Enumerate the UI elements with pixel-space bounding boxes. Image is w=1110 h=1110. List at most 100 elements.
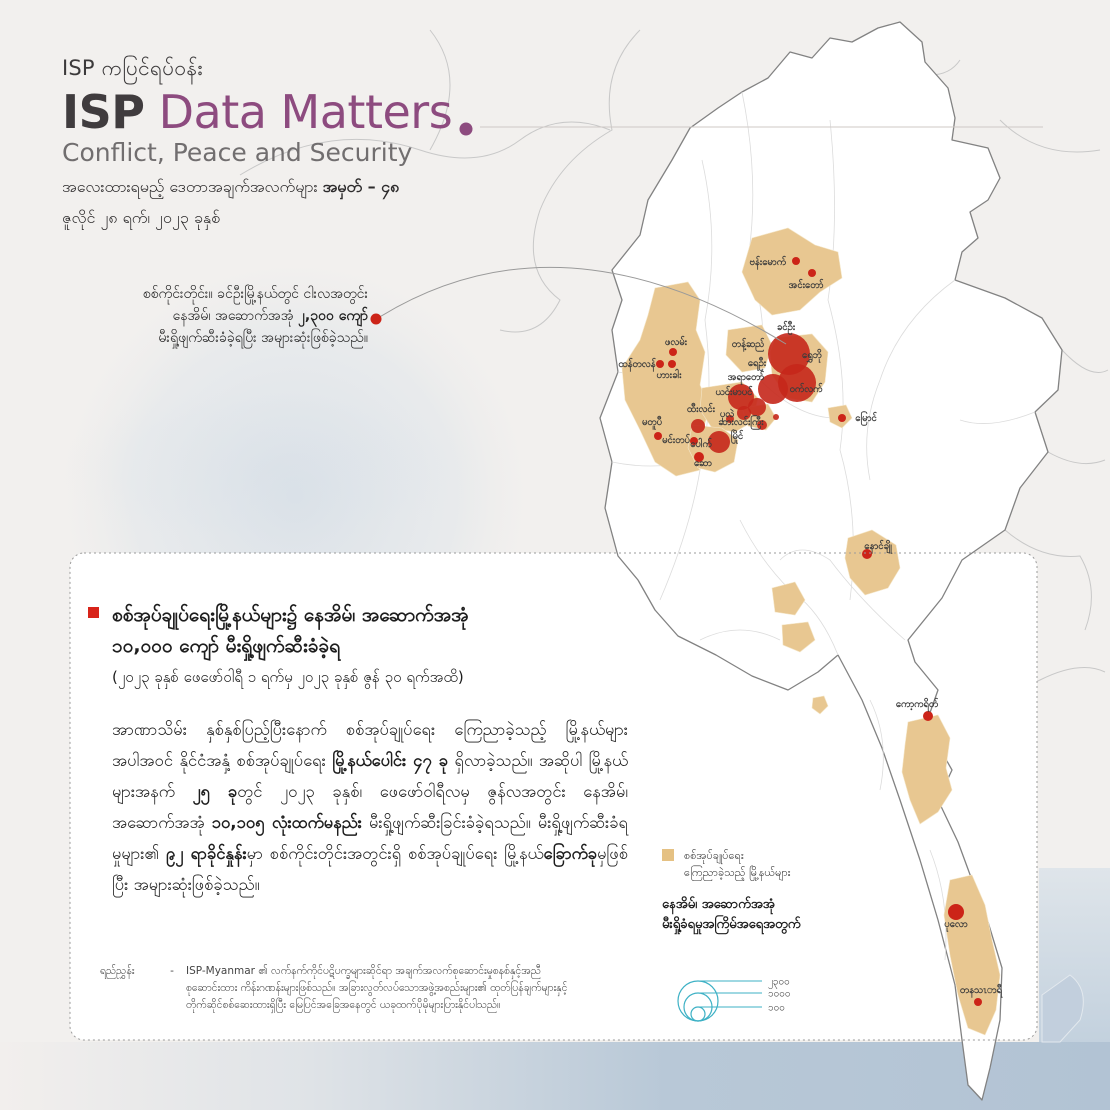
text-run: ရှိလာခဲ့သည်။ အဆိုပါ မြို့နယ်များအနက် xyxy=(112,751,629,801)
burn-count-circle xyxy=(737,406,751,420)
series-line: အလေးထားရမည့် ဒေတာအချက်အလက်များ အမှတ် – ၄… xyxy=(62,176,622,200)
kicker-text: ISP ကပြင်ရပ်ဝန်း xyxy=(62,56,203,80)
highlight-figure: ၂,၃၀၀ ကျော် xyxy=(298,308,368,324)
town-label: မတူပီ xyxy=(642,417,662,430)
town-label: ယင်းမာပင် xyxy=(716,387,754,398)
town-label: ထီးလင်း xyxy=(687,404,716,415)
text-run: မှဖြစ်ပြီး အများဆုံးဖြစ်ခဲ့သည်။ xyxy=(112,844,628,894)
town-dot xyxy=(862,549,872,559)
callout-content: စစ်အုပ်ချုပ်ရေးမြို့နယ်များ၌ နေအိမ်၊ အဆေ… xyxy=(88,600,633,900)
subtitle: Conflict, Peace and Security xyxy=(62,138,413,167)
town-label: ဗန်းမောက် xyxy=(749,257,786,270)
annotation-connector-line xyxy=(377,266,787,345)
burn-count-circle xyxy=(757,420,767,430)
annotation-callout: စစ်ကိုင်းတိုင်း။ ခင်ဦးမြို့နယ်တွင် ငါးလအ… xyxy=(116,283,368,349)
callout-period: (၂၀၂၃ ခုနှစ် ဖေဖော်ဝါရီ ၁ ရက်မှ ၂၀၂၃ ခုန… xyxy=(112,668,464,686)
scale-value: ၁၀၀ xyxy=(768,1003,785,1014)
town-dot xyxy=(808,269,816,277)
callout-headline: စစ်အုပ်ချုပ်ရေးမြို့နယ်များ၌ နေအိမ်၊ အဆေ… xyxy=(112,604,469,657)
town-label: မင်းတပ် xyxy=(662,435,690,446)
town-label: ဝက်လက် xyxy=(790,384,823,395)
series-number: အမှတ် – ၄၈ xyxy=(322,177,400,196)
text-run: အာဏာသိမ်း နှစ်နှစ်ပြည့်ပြီးနောက် စစ်အုပ်… xyxy=(112,720,628,770)
scale-circle xyxy=(690,1006,706,1022)
town-dot xyxy=(694,452,704,462)
legend: စစ်အုပ်ချုပ်ရေး ကြေညာခဲ့သည့် မြို့နယ်မျာ… xyxy=(662,847,862,1034)
callout-body: အာဏာသိမ်း နှစ်နှစ်ပြည့်ပြီးနောက် စစ်အုပ်… xyxy=(112,714,628,900)
highlight-figure: ခြောက်ခု xyxy=(543,844,598,863)
red-bullet-square xyxy=(88,607,99,618)
town-dots-layer xyxy=(654,257,982,1006)
text-run: မီးရှို့ဖျက်ဆီးခံခဲ့ရပြီး အများဆုံးဖြစ်ခ… xyxy=(158,330,368,346)
town-label: ကော့ကရိတ် xyxy=(896,699,939,712)
burn-count-circle xyxy=(691,419,705,433)
date-line: ဇူလိုင် ၂၈ ရက်၊ ၂၀၂၃ ခုနှစ် xyxy=(62,208,221,227)
town-label: ရွှေဘို xyxy=(802,350,822,363)
town-label: ဟားခါး xyxy=(656,370,682,381)
burn-count-circle xyxy=(748,398,766,416)
burn-count-circle xyxy=(708,431,730,453)
header: ISP ကပြင်ရပ်ဝန်း ISP Data Matters Confli… xyxy=(62,55,622,231)
text-run: မီးရှို့ဖျက်ဆီးခြင်းခံခဲ့ရသည်။ မီးရှို့ဖ… xyxy=(112,813,628,863)
annotation-dot xyxy=(370,313,382,325)
highlight-figure: ၉၂ ရာခိုင်နှုန်း xyxy=(165,844,247,863)
bay-shading-2 xyxy=(60,380,480,555)
town-dot xyxy=(668,360,676,368)
title-isp: ISP xyxy=(62,85,145,139)
town-label: ဆားလင်းကြီး xyxy=(718,416,764,430)
town-dot xyxy=(923,711,933,721)
burn-count-circle xyxy=(773,414,779,420)
andaman-sea xyxy=(0,1042,1110,1110)
scale-legend-title: နေအိမ်၊ အဆောက်အအုံ မီးရှို့ခံရမှုအကြိမ်အ… xyxy=(662,897,801,932)
highlight-figure: ၂၅ ခု xyxy=(192,782,238,801)
town-label: နောင်ချို xyxy=(864,541,892,554)
town-label: မြောင် xyxy=(855,412,877,426)
scale-value: ၁၀၀၀ xyxy=(768,989,791,1000)
burn-count-circle xyxy=(758,374,788,404)
burn-count-circle xyxy=(728,384,754,410)
town-label: ဖလမ်း xyxy=(665,337,688,348)
footnote: ရည်ညွှန်း - ISP-Myanmar ၏ လက်နက်ကိုင်ပဋိ… xyxy=(100,963,578,1014)
footnote-dash: - xyxy=(170,965,174,977)
highlight-figure: ၁၀,၁၀၅ လုံးထက်မနည်း xyxy=(211,813,362,832)
callout-box-border xyxy=(69,552,1038,1041)
town-dot xyxy=(656,360,664,368)
series-text: အလေးထားရမည့် ဒေတာအချက်အလက်များ xyxy=(62,177,323,196)
town-label: ရေဦး xyxy=(748,358,767,371)
town-label: ထန်တလန် xyxy=(618,359,656,372)
town-label: အရာတော် xyxy=(728,372,765,385)
town-dot xyxy=(974,998,982,1006)
town-label: ပုလဲ xyxy=(720,409,734,422)
town-dot xyxy=(838,414,846,422)
neighbor-borders xyxy=(239,29,1109,694)
town-label: ခင်ဦး xyxy=(777,322,796,335)
title-data-matters: Data Matters xyxy=(144,85,453,139)
town-label: အင်းတော် xyxy=(789,280,824,291)
town-label: ဆော xyxy=(694,458,712,469)
scale-value: ၂၃၀၀ xyxy=(768,977,790,990)
town-labels-layer: ဗန်းမောက်အင်းတော်ခင်ဦးတန့်ဆည်ရေဦး ရွှေဘို… xyxy=(618,257,1002,998)
text-run: စစ်ကိုင်းတိုင်း။ ခင်ဦးမြို့နယ်တွင် ငါးလအ… xyxy=(142,286,368,324)
town-label: မြိုင် xyxy=(731,430,744,444)
township-legend-label: စစ်အုပ်ချုပ်ရေး ကြေညာခဲ့သည့် မြို့နယ်မျာ… xyxy=(684,849,791,879)
town-label: တန့်ဆည် xyxy=(732,339,765,352)
township-legend-swatch xyxy=(662,849,674,861)
thailand-land-patch xyxy=(1041,974,1084,1043)
text-run: မှာ စစ်ကိုင်းတိုင်းအတွင်းရှိ စစ်အုပ်ချုပ… xyxy=(246,844,544,863)
title-accent-dot xyxy=(459,122,473,136)
footnote-label: ရည်ညွှန်း xyxy=(100,965,135,977)
footnote-text: ISP-Myanmar ၏ လက်နက်ကိုင်ပဋိပက္ခများဆိုင… xyxy=(186,965,568,1011)
burn-circles-layer xyxy=(691,333,816,453)
town-dot xyxy=(792,257,800,265)
town-dot xyxy=(654,432,662,440)
town-label: ပေါက် xyxy=(690,439,712,450)
town-dot xyxy=(948,904,964,920)
town-label: ပုလော xyxy=(944,919,967,932)
burn-count-circle xyxy=(726,415,734,423)
town-label: တနသၤာရီ xyxy=(960,985,1003,998)
text-run: တွင် ၂၀၂၃ ခုနှစ်၊ ဖေဖော်ဝါရီလမှ ဇွန်လအတွ… xyxy=(112,782,628,832)
page-title: ISP Data Matters xyxy=(62,88,622,136)
